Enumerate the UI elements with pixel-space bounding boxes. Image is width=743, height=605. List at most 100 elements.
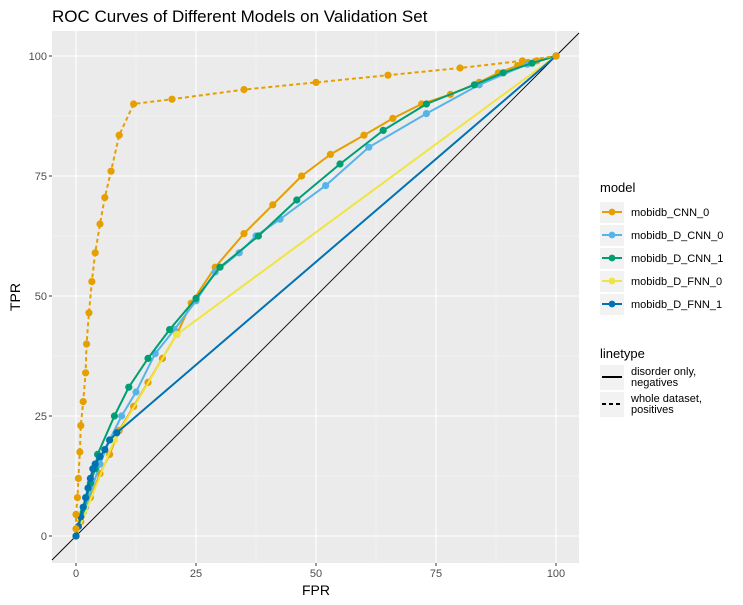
data-point: [384, 71, 392, 79]
data-point: [240, 230, 248, 238]
legend-model-item: mobidb_CNN_0: [600, 202, 709, 223]
data-point: [192, 294, 200, 302]
series-layer: [51, 32, 580, 561]
data-point: [269, 201, 277, 209]
data-point: [72, 532, 80, 540]
data-point: [96, 220, 104, 228]
data-point: [130, 100, 138, 108]
data-point: [110, 412, 118, 420]
data-point: [118, 412, 126, 420]
data-point: [106, 436, 114, 444]
data-point: [360, 131, 368, 139]
data-point: [79, 398, 87, 406]
series-mobidb-cnn-0-dashed: [72, 52, 560, 533]
data-point: [115, 131, 123, 139]
series-line: [75, 55, 557, 529]
legend-key-point: [608, 231, 616, 239]
data-point: [88, 278, 96, 286]
data-point: [298, 172, 306, 180]
legend-model-item: mobidb_D_FNN_0: [600, 271, 722, 292]
data-point: [499, 69, 507, 77]
data-point: [312, 78, 320, 86]
data-point: [72, 525, 80, 533]
data-point: [125, 383, 133, 391]
data-point: [96, 453, 104, 461]
y-tick-label: 100: [29, 51, 47, 63]
legend-model-title: model: [600, 180, 636, 195]
data-point: [144, 354, 152, 362]
data-point: [113, 429, 121, 437]
data-point: [79, 503, 87, 511]
data-point: [72, 510, 80, 518]
y-axis-title: TPR: [7, 283, 23, 311]
y-tick-label: 0: [41, 531, 47, 543]
data-point: [74, 474, 82, 482]
legend-linetype-item: whole dataset,positives: [600, 392, 702, 417]
data-point: [293, 196, 301, 204]
data-point: [85, 309, 93, 317]
data-point: [240, 86, 248, 94]
data-point: [84, 484, 92, 492]
data-point: [91, 460, 99, 468]
data-point: [422, 100, 430, 108]
data-point: [326, 150, 334, 158]
y-tick-label: 25: [35, 411, 47, 423]
x-tick-label: 75: [430, 568, 442, 580]
legend-model-label: mobidb_CNN_0: [631, 207, 709, 219]
data-point: [82, 494, 90, 502]
legend-model: model mobidb_CNN_0 mobidb_D_CNN_0 mobidb_D…: [600, 180, 723, 315]
data-point: [216, 263, 224, 271]
data-point: [552, 52, 560, 60]
legend-linetype-label: negatives: [631, 377, 679, 389]
legend-key-point: [608, 208, 616, 216]
data-point: [456, 64, 464, 72]
data-point: [107, 167, 115, 175]
chart-title: ROC Curves of Different Models on Valida…: [52, 7, 428, 26]
data-point: [379, 126, 387, 134]
data-point: [336, 160, 344, 168]
data-point: [168, 95, 176, 103]
legend-model-label: mobidb_D_CNN_0: [631, 230, 723, 242]
data-point: [82, 340, 91, 348]
data-point: [365, 143, 373, 151]
data-point: [518, 57, 527, 65]
legend-key-point: [608, 300, 616, 308]
data-point: [132, 388, 140, 396]
axes: 0 25 50 75 100 0 25 50 75 100: [29, 51, 566, 580]
data-point: [173, 330, 181, 338]
legend-linetype-label: disorder only,: [631, 366, 696, 378]
legend-model-label: mobidb_D_FNN_1: [631, 299, 722, 311]
data-point: [82, 369, 90, 377]
data-point: [73, 494, 82, 502]
x-axis-title: FPR: [302, 582, 330, 598]
legend-linetype-label: whole dataset,: [630, 393, 702, 405]
legend-linetype-title: linetype: [600, 346, 645, 361]
legend-linetype-label: positives: [631, 404, 674, 416]
data-point: [254, 232, 262, 240]
legend-key-point: [608, 254, 616, 262]
data-point: [76, 448, 84, 456]
x-tick-label: 100: [547, 568, 565, 580]
series-line: [75, 55, 557, 537]
x-tick-label: 50: [310, 568, 322, 580]
legend-model-item: mobidb_D_CNN_0: [600, 225, 723, 246]
data-point: [166, 326, 174, 334]
x-tick-label: 25: [190, 568, 202, 580]
legend-model-item: mobidb_D_FNN_1: [600, 294, 722, 315]
data-point: [86, 474, 94, 482]
legend-model-label: mobidb_D_FNN_0: [631, 276, 722, 288]
data-point: [91, 249, 99, 257]
data-point: [101, 446, 109, 454]
data-point: [470, 81, 478, 89]
y-tick-label: 50: [35, 291, 47, 303]
legend-model-label: mobidb_D_CNN_1: [631, 253, 723, 265]
legend-linetype-item: disorder only,negatives: [600, 365, 696, 390]
reference-diagonal-line: [51, 32, 580, 561]
data-point: [528, 59, 536, 67]
data-point: [101, 194, 109, 202]
data-point: [389, 114, 397, 122]
y-tick-label: 75: [35, 171, 47, 183]
legend-model-item: mobidb_D_CNN_1: [600, 248, 723, 269]
